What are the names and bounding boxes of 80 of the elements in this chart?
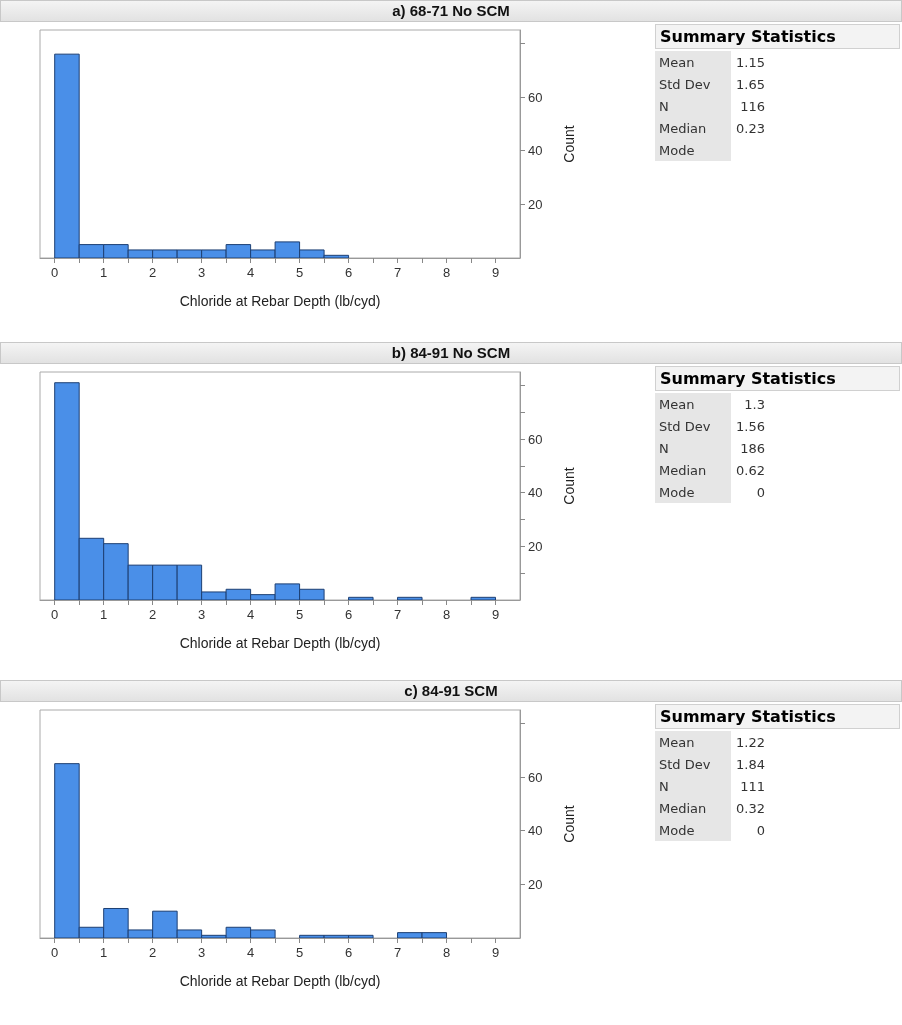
x-tick-label: 5 xyxy=(295,607,304,622)
x-tick-label: 1 xyxy=(100,607,108,622)
x-tick-label: 8 xyxy=(442,607,451,622)
y-axis-title: Count xyxy=(561,805,577,843)
y-tick-label: 20 xyxy=(528,876,543,892)
text: 116 xyxy=(739,97,766,116)
text: 1.15 xyxy=(735,53,766,72)
text: 1.3 xyxy=(743,395,766,414)
x-tick-label: 6 xyxy=(344,265,353,280)
text: Mean xyxy=(655,51,731,73)
text: Mode xyxy=(655,139,731,161)
y-tick-label: 20 xyxy=(528,196,543,212)
x-tick-label: 8 xyxy=(442,265,451,280)
x-tick-label: 3 xyxy=(198,265,206,280)
x-tick-label: 3 xyxy=(198,607,206,622)
x-tick-label: 4 xyxy=(247,607,255,622)
text: 1.65 xyxy=(735,75,766,94)
x-tick-label: 6 xyxy=(344,945,353,960)
text: Std Dev xyxy=(655,753,731,775)
x-tick-label: 2 xyxy=(149,945,157,960)
text: 1.22 xyxy=(735,733,766,752)
chart-title: b) 84-91 No SCM xyxy=(0,342,902,364)
x-tick-label: 3 xyxy=(198,945,206,960)
x-tick-label: 8 xyxy=(442,945,451,960)
text: 0 xyxy=(755,483,766,502)
text: Std Dev xyxy=(655,73,731,95)
x-tick-label: 7 xyxy=(393,945,402,960)
y-axis-title: Count xyxy=(561,467,577,505)
text: 0.23 xyxy=(735,119,766,138)
x-tick-label: 7 xyxy=(393,265,402,280)
text: Median xyxy=(655,459,731,481)
text: Std Dev xyxy=(655,415,731,437)
text: 0.62 xyxy=(735,461,766,480)
text: 111 xyxy=(739,777,766,796)
y-tick-label: 60 xyxy=(528,431,543,447)
text: Median xyxy=(655,117,731,139)
x-tick-label: 4 xyxy=(247,945,255,960)
x-axis-title: Chloride at Rebar Depth (lb/cyd) xyxy=(179,973,381,989)
x-tick-label: 1 xyxy=(100,945,108,960)
text: 0.32 xyxy=(735,799,766,818)
chart-title: c) 84-91 SCM xyxy=(0,680,902,702)
x-tick-label: 5 xyxy=(295,945,304,960)
x-axis-title: Chloride at Rebar Depth (lb/cyd) xyxy=(179,293,381,309)
y-tick-label: 40 xyxy=(528,485,543,501)
text: 1.84 xyxy=(735,755,766,774)
x-tick-label: 7 xyxy=(393,607,402,622)
text: Summary Statistics xyxy=(655,704,900,729)
x-tick-label: 6 xyxy=(344,607,353,622)
x-tick-label: 4 xyxy=(247,265,255,280)
x-tick-label: 2 xyxy=(149,607,157,622)
y-tick-label: 60 xyxy=(528,769,543,785)
text: N xyxy=(655,775,731,797)
text: 186 xyxy=(739,439,766,458)
text: N xyxy=(655,95,731,117)
text: 1.56 xyxy=(735,417,766,436)
chart-title: a) 68-71 No SCM xyxy=(0,0,902,22)
text: Mean xyxy=(655,731,731,753)
y-axis-title: Count xyxy=(561,125,577,163)
text: Mode xyxy=(655,819,731,841)
y-tick-label: 60 xyxy=(528,89,543,105)
y-tick-label: 40 xyxy=(528,823,543,839)
text: 0 xyxy=(755,821,766,840)
x-tick-label: 2 xyxy=(149,265,157,280)
x-tick-label: 1 xyxy=(100,265,108,280)
text: N xyxy=(655,437,731,459)
x-tick-label: 9 xyxy=(491,607,500,622)
x-tick-label: 9 xyxy=(491,945,500,960)
x-tick-label: 5 xyxy=(295,265,304,280)
text: Mean xyxy=(655,393,731,415)
x-tick-label: 0 xyxy=(51,265,59,280)
x-axis-title: Chloride at Rebar Depth (lb/cyd) xyxy=(179,635,381,651)
x-tick-label: 9 xyxy=(491,265,500,280)
text: Summary Statistics xyxy=(655,366,900,391)
y-tick-label: 40 xyxy=(528,143,543,159)
x-tick-label: 0 xyxy=(51,607,59,622)
x-tick-label: 0 xyxy=(51,945,59,960)
text: Summary Statistics xyxy=(655,24,900,49)
y-tick-label: 20 xyxy=(528,538,543,554)
text: Mode xyxy=(655,481,731,503)
text: Median xyxy=(655,797,731,819)
